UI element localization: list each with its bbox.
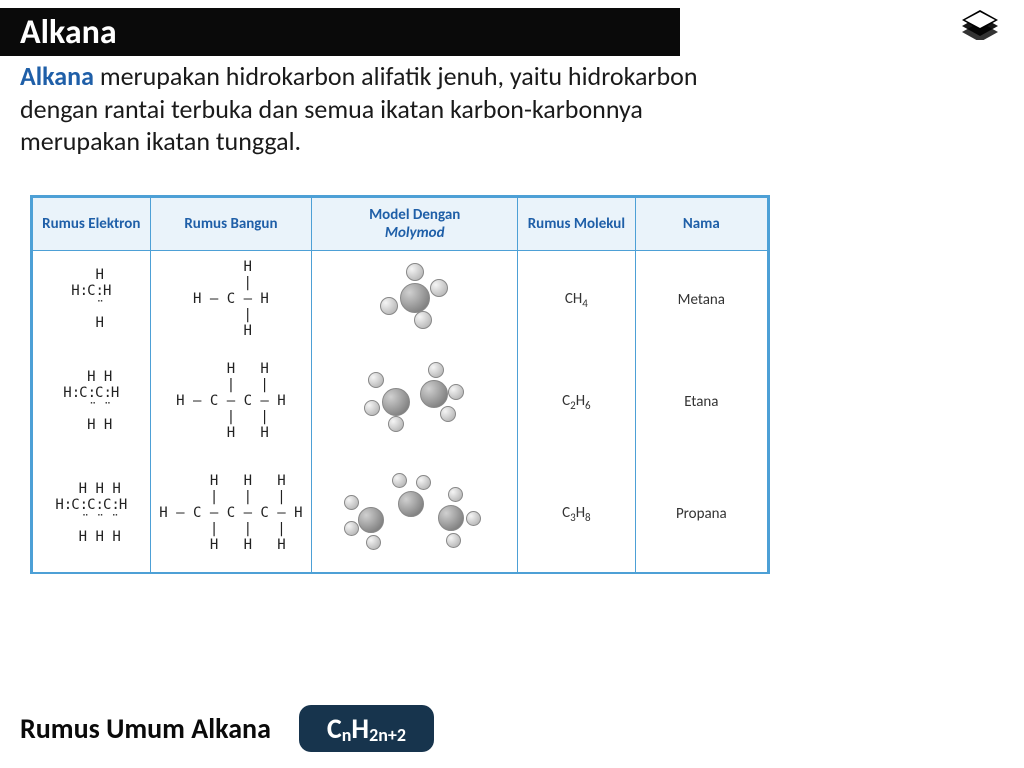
footer-label: Rumus Umum Alkana xyxy=(20,711,271,746)
cell-name: Metana xyxy=(635,251,767,349)
cell-molymod xyxy=(312,251,518,349)
table-header-row: Rumus Elektron Rumus Bangun Model Dengan… xyxy=(33,198,768,251)
cell-formula: CH4 xyxy=(518,251,636,349)
description-text: merupakan hidrokarbon alifatik jenuh, ya… xyxy=(20,60,698,157)
description-paragraph: Alkana merupakan hidrokarbon alifatik je… xyxy=(20,60,700,158)
cell-elektron: H H H H:C:C:C:H ¨ ¨ ¨ H H H xyxy=(33,455,151,572)
th-model-molymod: Model DenganMolymod xyxy=(312,198,518,251)
cell-molymod xyxy=(312,455,518,572)
cell-elektron: H H H:C:C:H ¨ ¨ H H xyxy=(33,348,151,455)
th-rumus-molekul: Rumus Molekul xyxy=(518,198,636,251)
alkana-table: Rumus Elektron Rumus Bangun Model Dengan… xyxy=(30,195,770,574)
cell-molymod xyxy=(312,348,518,455)
cell-elektron: H H:C:H ¨ H xyxy=(33,251,151,349)
th-rumus-bangun: Rumus Bangun xyxy=(150,198,312,251)
cell-name: Propana xyxy=(635,455,767,572)
cell-formula: C3H8 xyxy=(518,455,636,572)
brand-logo-icon xyxy=(952,0,1008,45)
cell-name: Etana xyxy=(635,348,767,455)
table-row: H H H:C:C:H ¨ ¨ H H H H | | H — C — C — … xyxy=(33,348,768,455)
th-nama: Nama xyxy=(635,198,767,251)
cell-bangun: H H | | H — C — C — H | | H H xyxy=(150,348,312,455)
table-row: H H H H:C:C:C:H ¨ ¨ ¨ H H H H H H | | | … xyxy=(33,455,768,572)
page-title: Alkana xyxy=(20,12,117,53)
table-row: H H:C:H ¨ H H | H — C — H | H CH4 xyxy=(33,251,768,349)
general-formula-pill: CnH2n+2 xyxy=(299,705,434,752)
cell-bangun: H | H — C — H | H xyxy=(150,251,312,349)
cell-bangun: H H H | | | H — C — C — C — H | | | H H … xyxy=(150,455,312,572)
keyword-alkana: Alkana xyxy=(20,60,94,92)
page-header: Alkana xyxy=(0,8,680,56)
cell-formula: C2H6 xyxy=(518,348,636,455)
th-rumus-elektron: Rumus Elektron xyxy=(33,198,151,251)
general-formula-footer: Rumus Umum Alkana CnH2n+2 xyxy=(20,705,434,752)
